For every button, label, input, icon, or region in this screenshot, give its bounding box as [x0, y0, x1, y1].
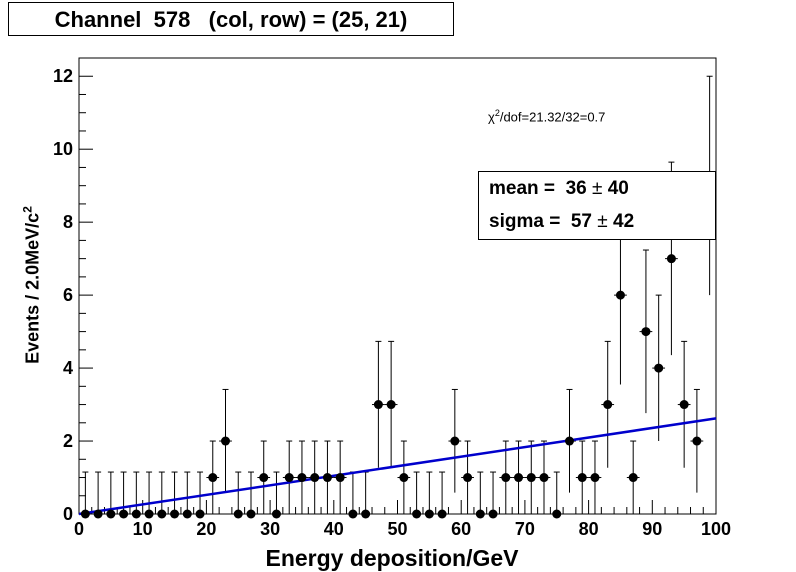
x-tick-label: 100	[701, 519, 731, 539]
data-point	[221, 436, 231, 446]
data-point	[539, 473, 549, 483]
fit-line	[78, 417, 717, 516]
data-point	[412, 509, 422, 519]
data-point	[170, 509, 180, 519]
data-point	[195, 509, 205, 519]
data-point	[284, 473, 294, 483]
stats-sigma: sigma = 57 ± 42	[489, 211, 634, 233]
data-point	[348, 509, 358, 519]
data-points	[80, 181, 715, 519]
chi2-label: χ2/dof=21.32/32=0.7	[488, 108, 605, 124]
sigma-value: 57	[570, 211, 592, 232]
y-axis-label: Events / 2.0MeV/c2	[21, 206, 44, 364]
data-point	[310, 473, 320, 483]
chart-title: Channel 578 (col, row) = (25, 21)	[8, 2, 454, 36]
data-point	[335, 473, 345, 483]
x-tick-label: 20	[196, 519, 216, 539]
data-point	[246, 509, 256, 519]
x-tick-label: 10	[133, 519, 153, 539]
data-point	[501, 473, 511, 483]
y-tick-label: 10	[53, 139, 73, 159]
data-point	[373, 400, 383, 410]
plus-minus-symbol: ±	[597, 211, 608, 232]
x-tick-label: 0	[74, 519, 84, 539]
data-point	[259, 473, 269, 483]
data-point	[590, 473, 600, 483]
sigma-label: sigma =	[489, 211, 566, 232]
data-point	[564, 436, 574, 446]
data-point	[182, 509, 192, 519]
x-tick-label: 50	[387, 519, 407, 539]
data-point	[463, 473, 473, 483]
y-tick-label: 2	[63, 431, 73, 451]
data-point	[297, 473, 307, 483]
data-point	[628, 473, 638, 483]
mean-label: mean =	[489, 178, 561, 199]
x-tick-label: 40	[324, 519, 344, 539]
x-tick-label: 80	[579, 519, 599, 539]
data-point	[106, 509, 116, 519]
data-point	[80, 509, 90, 519]
data-point	[144, 509, 154, 519]
plus-minus-symbol: ±	[592, 178, 603, 199]
chi2-superscript: 2	[494, 108, 500, 118]
data-point	[233, 509, 243, 519]
sigma-error: 42	[613, 211, 635, 232]
data-point	[679, 400, 689, 410]
y-axis-label-text: Events / 2.0MeV/c	[22, 212, 43, 364]
y-tick-label: 12	[53, 66, 73, 86]
data-point	[131, 509, 141, 519]
data-point	[157, 509, 167, 519]
data-point	[208, 473, 218, 483]
mean-value: 36	[565, 178, 587, 199]
data-point	[399, 473, 409, 483]
data-point	[271, 509, 281, 519]
data-point	[514, 473, 524, 483]
x-tick-label: 30	[260, 519, 280, 539]
data-point	[361, 509, 371, 519]
data-point	[615, 290, 625, 300]
data-point	[603, 400, 613, 410]
data-point	[437, 509, 447, 519]
y-axis-label-superscript: 2	[20, 206, 35, 213]
data-point	[526, 473, 536, 483]
stats-mean: mean = 36 ± 40	[489, 178, 629, 200]
y-tick-label: 4	[63, 358, 73, 378]
data-point	[93, 509, 103, 519]
data-point	[654, 363, 664, 373]
data-point	[641, 327, 651, 337]
x-tick-label: 70	[515, 519, 535, 539]
data-point	[475, 509, 485, 519]
data-point	[692, 436, 702, 446]
stats-box: mean = 36 ± 40 sigma = 57 ± 42	[478, 171, 716, 240]
x-tick-label: 90	[642, 519, 662, 539]
tick-labels: 0 10 20 30 40 50 60 70 80 90 100 0 2 4 6 8 10 12	[53, 66, 731, 539]
data-point	[119, 509, 129, 519]
data-point	[450, 436, 460, 446]
y-tick-label: 8	[63, 212, 73, 232]
data-point	[322, 473, 332, 483]
mean-error: 40	[607, 178, 629, 199]
y-tick-label: 0	[63, 504, 73, 524]
data-point	[424, 509, 434, 519]
chi2-symbol: χ	[488, 109, 495, 125]
data-point	[552, 509, 562, 519]
data-point	[488, 509, 498, 519]
chi2-value: /dof=21.32/32=0.7	[499, 109, 606, 125]
x-axis-label: Energy deposition/GeV	[265, 545, 519, 571]
y-tick-label: 6	[63, 285, 73, 305]
x-tick-label: 60	[451, 519, 471, 539]
data-point	[386, 400, 396, 410]
data-point	[666, 254, 676, 264]
data-point	[577, 473, 587, 483]
